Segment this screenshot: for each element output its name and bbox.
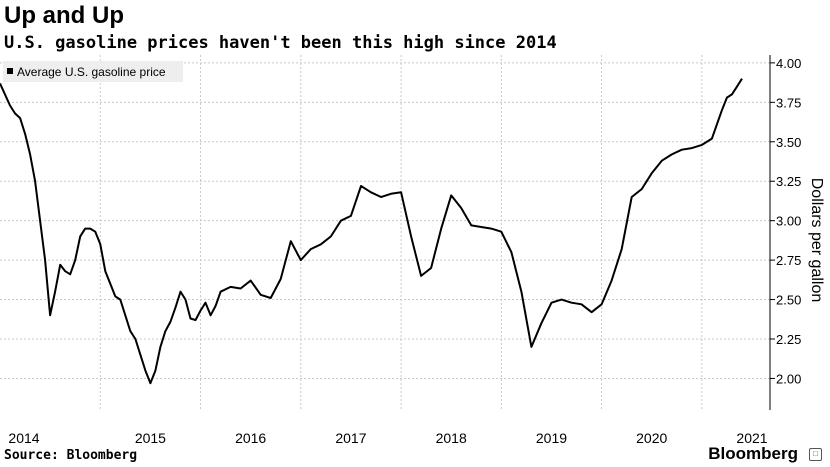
y-axis-label: Dollars per gallon (808, 178, 825, 303)
x-axis: 2014 2015 2016 2017 2018 2019 2020 2021 (8, 430, 767, 446)
x-tick-label: 2015 (135, 430, 166, 446)
series-line (0, 78, 743, 385)
x-tick-label: 2017 (335, 430, 366, 446)
legend-box (3, 61, 183, 82)
source-note: Source: Bloomberg (4, 448, 138, 463)
y-tick-label: 3.25 (776, 174, 801, 189)
series-layer (0, 78, 743, 385)
x-tick-label: 2019 (536, 430, 567, 446)
y-tick-label: 2.50 (776, 293, 801, 308)
chart-subtitle: U.S. gasoline prices haven't been this h… (4, 33, 557, 53)
y-axis: 2.00 2.25 2.50 2.75 3.00 3.25 3.50 3.75 4.00 (769, 55, 801, 410)
y-tick-label: 3.75 (776, 95, 801, 110)
x-tick-label: 2016 (235, 430, 266, 446)
y-tick-label: 2.25 (776, 332, 801, 347)
y-tick-label: 2.75 (776, 253, 801, 268)
bloomberg-mark-icon: □ (809, 448, 822, 461)
x-tick-label: 2020 (636, 430, 667, 446)
y-tick-label: 4.00 (776, 56, 801, 71)
chart-title: Up and Up (4, 2, 124, 29)
y-tick-label: 3.50 (776, 135, 801, 150)
x-tick-label: 2021 (736, 430, 767, 446)
brand-logo: Bloomberg (708, 444, 798, 463)
x-tick-label: 2018 (436, 430, 467, 446)
gridlines (0, 55, 770, 410)
legend-swatch (7, 68, 13, 74)
legend: Average U.S. gasoline price (3, 61, 183, 82)
y-tick-label: 3.00 (776, 214, 801, 229)
x-tick-label: 2014 (8, 430, 39, 446)
y-tick-label: 2.00 (776, 371, 801, 386)
legend-label: Average U.S. gasoline price (17, 65, 166, 79)
